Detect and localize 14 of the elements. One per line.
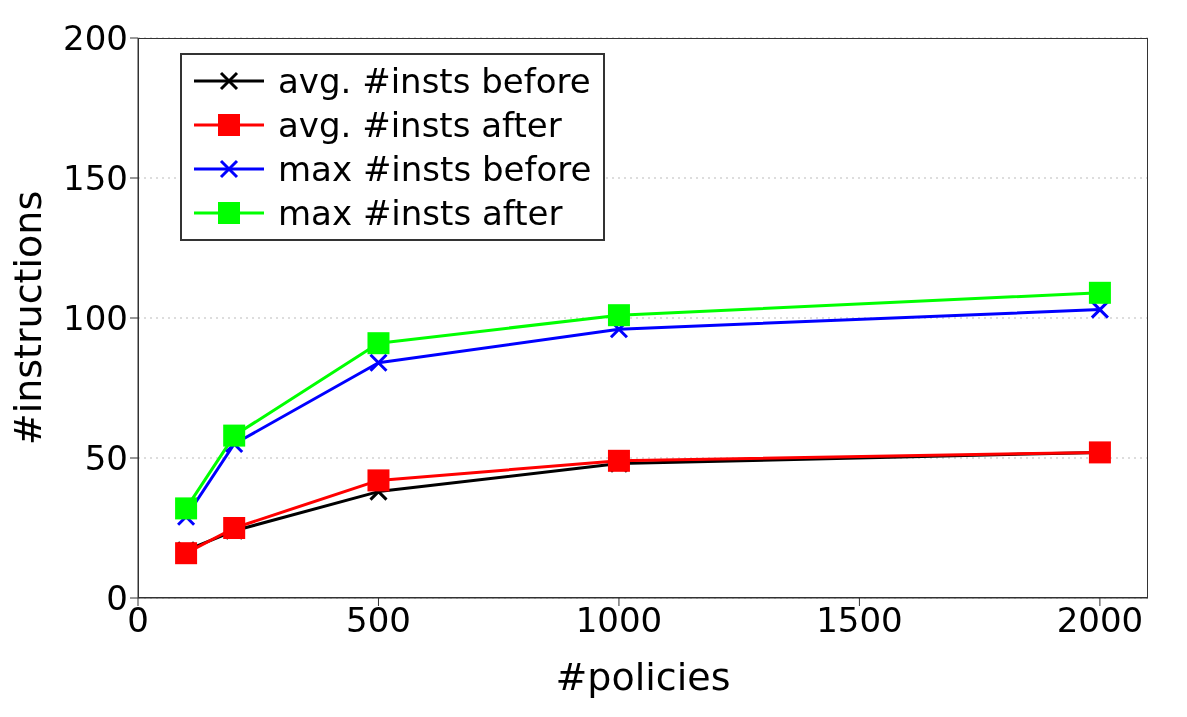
x-tick-label: 2000: [1056, 600, 1144, 641]
legend-label: max #insts after: [278, 192, 563, 235]
y-tick-label: 200: [63, 18, 128, 59]
legend-label: avg. #insts after: [278, 104, 562, 147]
legend-label: max #insts before: [278, 148, 592, 191]
x-axis-title: #policies: [555, 655, 731, 699]
x-tick-label: 1000: [575, 600, 663, 641]
y-axis-title: #instructions: [6, 190, 51, 446]
x-tick-label: 1500: [816, 600, 903, 641]
legend-label: avg. #insts before: [278, 60, 591, 103]
y-tick-label: 150: [63, 158, 128, 199]
x-tick-label: 500: [346, 600, 411, 641]
y-tick-label: 100: [63, 298, 128, 339]
y-tick-label: 50: [84, 438, 128, 479]
